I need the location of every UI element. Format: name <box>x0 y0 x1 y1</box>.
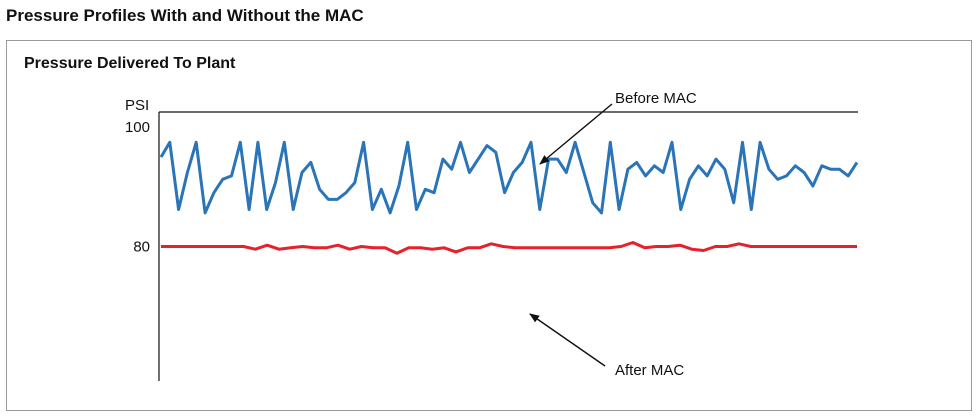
y-tick-label-80: 80 <box>133 239 150 256</box>
y-axis-label: PSI <box>125 97 149 114</box>
before-mac-arrow <box>539 103 613 165</box>
before-mac-series-line <box>159 140 859 215</box>
series-layer <box>159 140 859 255</box>
before-mac-annotation: Before MAC <box>615 90 697 107</box>
after-mac-annotation: After MAC <box>615 362 684 379</box>
after-mac-series-line <box>161 241 857 255</box>
after-mac-arrow <box>529 313 606 367</box>
chart-title: Pressure Delivered To Plant <box>24 55 236 72</box>
chart-panel: Pressure Delivered To Plant <box>6 40 972 411</box>
figure-heading: Pressure Profiles With and Without the M… <box>6 6 364 25</box>
y-tick-label-100: 100 <box>125 119 150 136</box>
